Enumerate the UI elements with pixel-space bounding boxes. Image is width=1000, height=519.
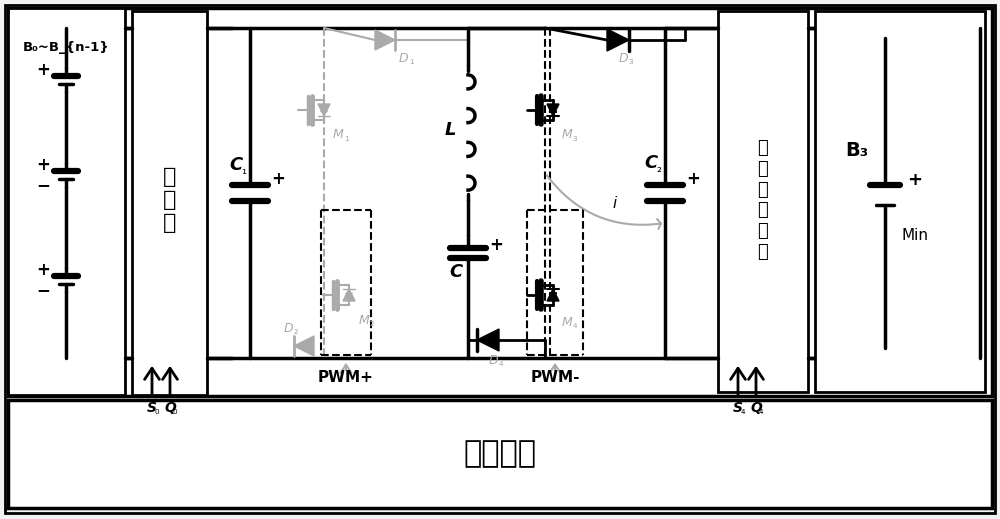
Text: B₃: B₃ [845, 141, 869, 159]
Text: D: D [398, 51, 408, 64]
Bar [718, 11, 808, 392]
Bar [8, 8, 125, 395]
Text: Q: Q [750, 401, 762, 415]
Text: ₁: ₁ [344, 133, 348, 143]
Text: ₂: ₂ [294, 326, 298, 336]
Bar [8, 400, 992, 508]
Text: 微控制器: 微控制器 [464, 440, 536, 469]
Polygon shape [547, 104, 559, 116]
Text: D: D [283, 321, 293, 335]
Text: S: S [147, 401, 157, 415]
Text: ₄: ₄ [741, 406, 745, 416]
Text: +: + [908, 171, 922, 189]
Text: −: − [36, 281, 50, 299]
Text: i: i [613, 196, 617, 211]
Text: ₄: ₄ [573, 320, 577, 330]
Text: Q: Q [164, 401, 176, 415]
Text: ₄: ₄ [759, 406, 763, 416]
Bar [8, 8, 992, 396]
Text: S: S [733, 401, 743, 415]
Text: +: + [489, 236, 503, 254]
Text: ₀: ₀ [155, 406, 159, 416]
Text: +: + [686, 170, 700, 188]
Text: ₃: ₃ [629, 56, 633, 66]
Text: ₄: ₄ [499, 358, 503, 368]
Text: ₂: ₂ [656, 162, 662, 175]
Text: +: + [36, 261, 50, 279]
Text: L: L [444, 121, 456, 139]
Text: C: C [449, 263, 463, 281]
Text: 选
择
开
关
模
块: 选 择 开 关 模 块 [758, 139, 768, 261]
Polygon shape [343, 289, 355, 301]
Text: C: C [644, 154, 658, 172]
Polygon shape [477, 329, 499, 351]
Text: PWM-: PWM- [530, 371, 580, 386]
Text: D: D [618, 51, 628, 64]
Text: ₃: ₃ [573, 133, 577, 143]
Text: −: − [36, 176, 50, 194]
FancyArrowPatch shape [547, 175, 661, 229]
Text: D: D [488, 353, 498, 366]
Text: 总
开
关: 总 开 关 [163, 167, 176, 233]
Text: ₀: ₀ [173, 406, 177, 416]
Polygon shape [318, 104, 330, 116]
Text: M: M [359, 313, 369, 326]
Text: C: C [229, 156, 243, 174]
Text: +: + [271, 170, 285, 188]
Text: +: + [36, 61, 50, 79]
Text: M: M [333, 129, 343, 142]
Text: ₂: ₂ [370, 318, 374, 328]
Text: PWM+: PWM+ [318, 371, 374, 386]
Text: +: + [36, 156, 50, 174]
Bar [132, 11, 207, 395]
Polygon shape [375, 30, 395, 50]
Polygon shape [547, 289, 559, 301]
Text: B₀~B_{n-1}: B₀~B_{n-1} [23, 42, 109, 54]
Polygon shape [607, 29, 629, 51]
Text: M: M [562, 129, 572, 142]
Text: ₁: ₁ [242, 165, 246, 177]
Polygon shape [294, 336, 314, 356]
Text: ₁: ₁ [409, 56, 413, 66]
Text: M: M [562, 316, 572, 329]
Text: Min: Min [902, 227, 928, 242]
Bar [815, 11, 985, 392]
